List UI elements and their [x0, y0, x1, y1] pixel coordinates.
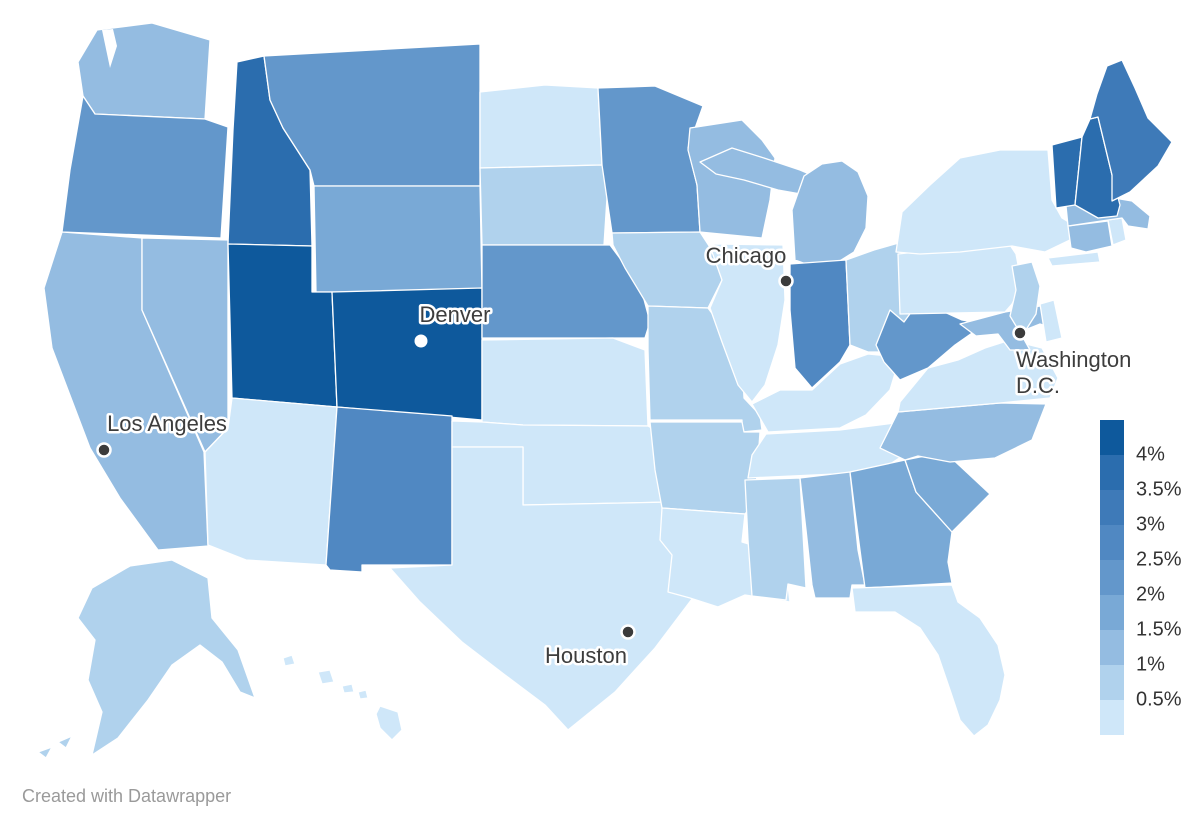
city-dot-houston: [620, 624, 636, 640]
state-hawaii[interactable]: [341, 683, 355, 694]
legend-tick-label: 3%: [1136, 513, 1165, 536]
state-minnesota[interactable]: [597, 85, 704, 234]
state-new-york[interactable]: [1047, 251, 1101, 267]
state-connecticut[interactable]: [1067, 220, 1113, 253]
state-washington[interactable]: [77, 22, 211, 120]
state-alaska[interactable]: [77, 559, 256, 756]
legend-swatch-5: [1100, 595, 1124, 630]
city-label-los-angeles: Los Angeles: [107, 411, 227, 436]
state-kansas[interactable]: [481, 337, 649, 427]
state-new-mexico[interactable]: [325, 406, 453, 573]
state-hawaii[interactable]: [317, 669, 335, 685]
state-texas[interactable]: [389, 446, 698, 731]
state-virginia[interactable]: [897, 339, 1059, 413]
legend-swatch-2: [1100, 490, 1124, 525]
city-label-houston: Houston: [545, 643, 627, 668]
city-dot-denver: [414, 334, 428, 348]
state-new-york[interactable]: [895, 149, 1073, 255]
city-dot-chicago: [778, 273, 794, 289]
us-choropleth-map: Los Angeles Denver Chicago Washington D.C. Ho…: [37, 22, 1173, 759]
map-legend: 4% 3.5% 3% 2.5% 2% 1.5% 1% 0.5%: [1100, 420, 1200, 750]
state-alabama[interactable]: [799, 471, 866, 599]
state-mississippi[interactable]: [744, 477, 807, 601]
state-north-dakota[interactable]: [479, 84, 603, 169]
water-inlet: [102, 29, 117, 68]
state-delaware[interactable]: [1039, 299, 1063, 343]
city-label-washington-d-c-: D.C.: [1016, 373, 1060, 398]
state-hawaii[interactable]: [282, 654, 296, 667]
legend-tick-label: 3.5%: [1136, 478, 1182, 501]
legend-tick-label: 1%: [1136, 653, 1165, 676]
legend-tick-label: 2%: [1136, 583, 1165, 606]
legend-tick-label: 2.5%: [1136, 548, 1182, 571]
state-hawaii[interactable]: [357, 689, 369, 700]
state-oregon[interactable]: [61, 95, 229, 239]
state-alaska[interactable]: [57, 735, 73, 749]
legend-tick-label: 4%: [1136, 443, 1165, 466]
city-label-washington-d-c-: Washington: [1016, 347, 1131, 372]
city-label-chicago: Chicago: [706, 243, 787, 268]
state-hawaii[interactable]: [375, 705, 403, 741]
legend-swatch-3: [1100, 525, 1124, 560]
state-florida[interactable]: [851, 584, 1006, 737]
city-label-denver: Denver: [420, 302, 491, 327]
legend-swatch-1: [1100, 455, 1124, 490]
legend-tick-label: 0.5%: [1136, 688, 1182, 711]
state-wyoming[interactable]: [313, 185, 483, 293]
state-michigan[interactable]: [791, 160, 869, 265]
state-south-dakota[interactable]: [479, 164, 609, 246]
state-new-jersey[interactable]: [1009, 261, 1041, 337]
datawrapper-credit: Created with Datawrapper: [22, 786, 232, 806]
state-montana[interactable]: [263, 43, 481, 187]
state-illinois[interactable]: [709, 243, 786, 403]
state-maine[interactable]: [1089, 59, 1173, 202]
city-dot-washington-d-c-: [1012, 325, 1028, 341]
legend-swatch-7: [1100, 665, 1124, 700]
state-nebraska[interactable]: [481, 244, 651, 339]
legend-swatch-4: [1100, 560, 1124, 595]
state-alaska[interactable]: [37, 746, 53, 759]
city-dot-los-angeles: [96, 442, 112, 458]
legend-tick-label: 1.5%: [1136, 618, 1182, 641]
legend-swatch-8: [1100, 700, 1124, 735]
state-arkansas[interactable]: [649, 421, 761, 515]
legend-swatch-6: [1100, 630, 1124, 665]
state-wisconsin[interactable]: [687, 119, 776, 239]
legend-swatch-0: [1100, 420, 1124, 455]
